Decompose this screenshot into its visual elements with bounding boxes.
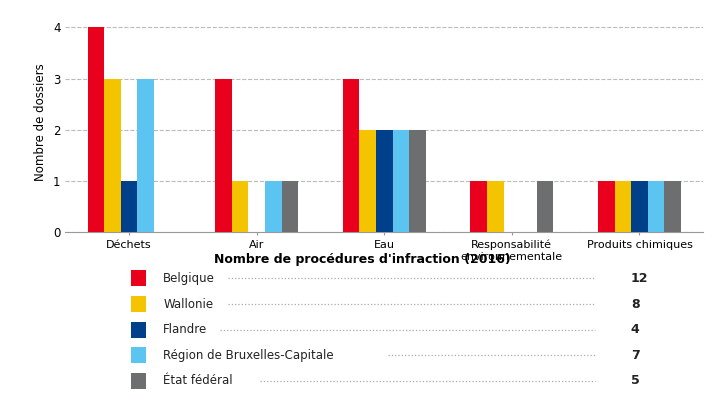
Y-axis label: Nombre de dossiers: Nombre de dossiers <box>34 63 47 181</box>
Bar <box>265 181 281 232</box>
Text: 4: 4 <box>631 323 639 336</box>
Bar <box>281 181 298 232</box>
Bar <box>137 78 154 232</box>
Text: Wallonie: Wallonie <box>163 298 213 310</box>
Text: 12: 12 <box>631 272 648 285</box>
Bar <box>130 296 146 312</box>
Bar <box>130 322 146 338</box>
Text: Nombre de procédures d'infraction (2016): Nombre de procédures d'infraction (2016) <box>214 253 511 266</box>
Text: 5: 5 <box>631 374 639 387</box>
Bar <box>598 181 615 232</box>
Text: 8: 8 <box>631 298 639 310</box>
Bar <box>360 130 376 232</box>
Bar <box>664 181 681 232</box>
Bar <box>487 181 504 232</box>
Bar <box>130 270 146 286</box>
Text: 7: 7 <box>631 349 639 362</box>
Bar <box>631 181 647 232</box>
Text: Belgique: Belgique <box>163 272 215 285</box>
Bar <box>215 78 232 232</box>
Bar <box>130 373 146 389</box>
Bar <box>343 78 360 232</box>
Text: État fédéral: État fédéral <box>163 374 233 387</box>
Bar <box>392 130 409 232</box>
Bar <box>471 181 487 232</box>
Bar <box>232 181 249 232</box>
Bar <box>130 347 146 363</box>
Bar <box>615 181 631 232</box>
Bar <box>409 130 426 232</box>
Text: Région de Bruxelles-Capitale: Région de Bruxelles-Capitale <box>163 349 334 362</box>
Text: Flandre: Flandre <box>163 323 207 336</box>
Bar <box>104 78 121 232</box>
Bar <box>647 181 664 232</box>
Bar <box>376 130 392 232</box>
Bar <box>88 27 104 232</box>
Bar <box>121 181 137 232</box>
Bar <box>536 181 553 232</box>
